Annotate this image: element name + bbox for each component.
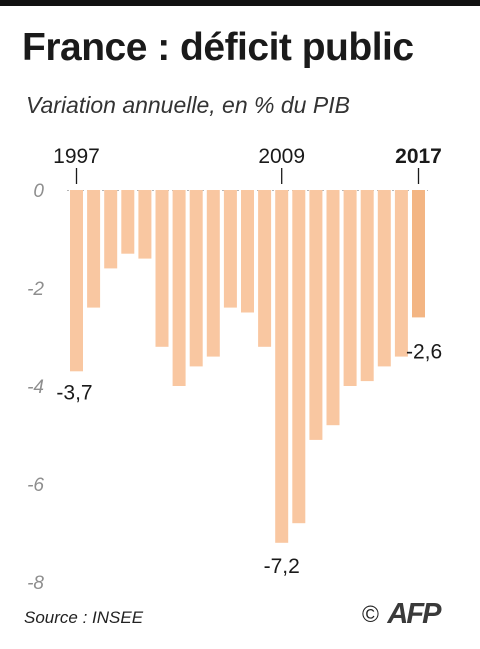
chart-title: France : déficit public xyxy=(22,26,414,69)
y-tick-label: -2 xyxy=(27,279,44,300)
bar-2015 xyxy=(377,190,391,367)
bar-2010 xyxy=(292,190,306,524)
bar-2011 xyxy=(309,190,323,440)
bar-chart: 0 -2 -4 -6 -8 1997 2009 2017 -3,7 -7,2 -2,6 xyxy=(27,145,442,594)
bar-2005 xyxy=(206,190,220,357)
data-label-2009: -7,2 xyxy=(264,555,300,578)
bar-2012 xyxy=(326,190,340,426)
bar-1998 xyxy=(87,190,101,308)
bar-2001 xyxy=(138,190,152,259)
y-tick-label: -4 xyxy=(27,377,44,398)
bar-2008 xyxy=(258,190,272,347)
y-tick-label: 0 xyxy=(33,181,44,202)
bar-2007 xyxy=(241,190,254,313)
chart-subtitle: Variation annuelle, en % du PIB xyxy=(26,92,350,118)
x-tick-label-1997: 1997 xyxy=(53,145,100,168)
top-rule xyxy=(0,0,480,6)
copyright-symbol: © xyxy=(362,601,379,627)
bar-2006 xyxy=(223,190,237,308)
data-label-1997: -3,7 xyxy=(56,381,92,404)
bar-2014 xyxy=(360,190,374,382)
source-note: Source : INSEE xyxy=(24,608,144,627)
bar-2017 xyxy=(412,190,425,318)
bar-1997 xyxy=(70,190,83,372)
bar-2000 xyxy=(121,190,135,254)
bar-2013 xyxy=(343,190,357,386)
x-tick-label-2017: 2017 xyxy=(395,145,442,168)
bar-2016 xyxy=(394,190,408,357)
bar-1999 xyxy=(104,190,118,269)
y-tick-label: -8 xyxy=(27,573,44,594)
y-tick-label: -6 xyxy=(27,475,44,496)
bar-2009 xyxy=(275,190,289,543)
x-tick-label-2009: 2009 xyxy=(258,145,305,168)
bar-2002 xyxy=(155,190,169,347)
afp-logo: AFP xyxy=(387,598,441,630)
afp-credit: © AFP xyxy=(362,598,441,631)
data-label-2017: -2,6 xyxy=(406,340,442,363)
bar-2003 xyxy=(172,190,186,386)
bar-2004 xyxy=(189,190,203,367)
